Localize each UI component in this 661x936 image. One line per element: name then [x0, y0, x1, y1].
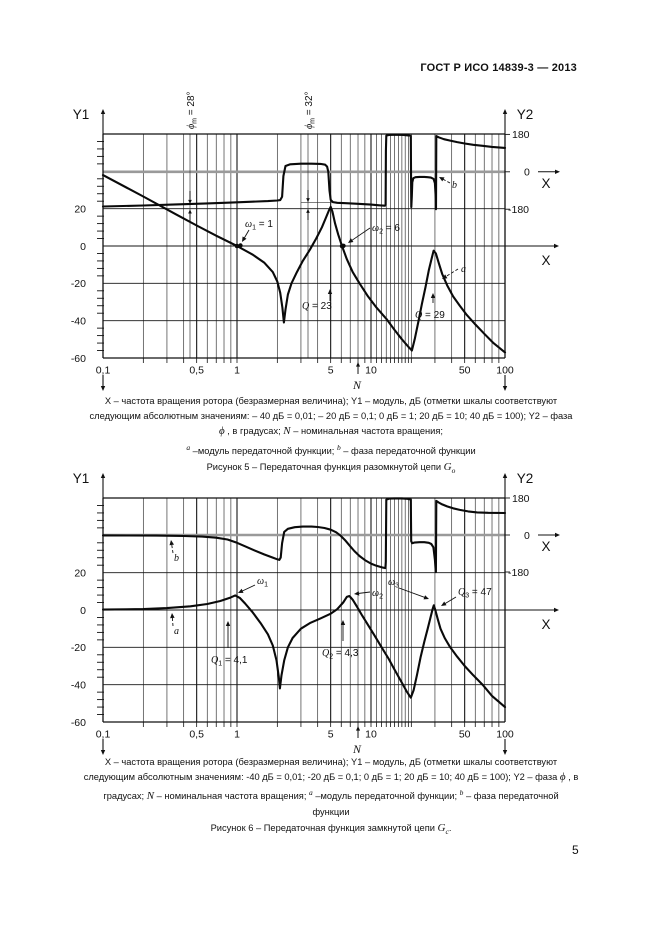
- x-tick-label: 100: [496, 729, 514, 741]
- nominal-speed-label: N: [352, 742, 362, 756]
- y1-tick-label: 0: [80, 605, 86, 617]
- x-tick-label: 10: [365, 365, 377, 377]
- caption-line: следующим абсолютным значениям: – 40 дБ …: [89, 411, 573, 422]
- x-tick-label: 5: [328, 729, 334, 741]
- y2-tick-label: -180: [508, 204, 529, 216]
- grid: [103, 134, 505, 358]
- annotation-label: Q3 = 47: [458, 587, 492, 600]
- x-tick-label: 0,5: [189, 729, 204, 741]
- figure5-open-loop-bode: ϕm = 28° ϕm = 32° 20 0 -20 -40 -60 180 0 -180 0,1 0…: [71, 91, 560, 392]
- phase-margin-label: ϕm = 32°: [304, 91, 317, 129]
- axes: [100, 473, 560, 755]
- phase-margin-label: ϕm = 28°: [186, 91, 199, 129]
- y1-axis-label: Y1: [73, 471, 90, 486]
- caption-line: X – частота вращения ротора (безразмерна…: [104, 757, 558, 767]
- annotations: ω1 = 1 ω2 = 6 Q = 23 Q = 29 a b: [238, 177, 466, 321]
- annotation-label: a: [461, 264, 466, 275]
- axes: [100, 109, 560, 391]
- figure-title: Рисунок 5 – Передаточная функция разомкн…: [206, 460, 456, 475]
- annotation-label: ω2: [372, 588, 383, 601]
- nominal-speed-label: N: [352, 378, 362, 392]
- y1-axis-label: Y1: [73, 107, 90, 122]
- y2-tick-label: 180: [512, 129, 530, 141]
- caption-line: a –модуль передаточной функции; b – фаза…: [186, 442, 476, 456]
- curve-b-phase: [101, 497, 507, 574]
- x-axis-label-phase: X: [541, 176, 550, 191]
- ticks: [97, 497, 510, 727]
- tick-labels: 20 0 -20 -40 -60 180 0 -180 0,1 0,5 1 5 10 50 100 Y1 Y2 X…: [71, 107, 551, 392]
- grid: [103, 498, 505, 722]
- caption-line: функции: [312, 806, 350, 817]
- y2-tick-label: -180: [508, 567, 529, 579]
- phase-margin-markers: ϕm = 28° ϕm = 32°: [186, 91, 336, 358]
- y1-tick-label: 0: [80, 241, 86, 253]
- caption-line: ϕ , в градусах; N – номинальная частота …: [218, 425, 443, 438]
- y1-tick-label: -20: [71, 278, 86, 290]
- x-tick-label: 0,1: [96, 365, 111, 377]
- caption-line: X – частота вращения ротора (безразмерна…: [104, 396, 558, 406]
- caption-line: градусах; N – номинальная частота вращен…: [103, 788, 559, 803]
- x-tick-label: 50: [459, 365, 471, 377]
- annotation-label: b: [174, 553, 179, 564]
- tick-labels: 20 0 -20 -40 -60 180 0 -180 0,1 0,5 1 5 10 50 100 Y1 Y2 X…: [71, 471, 551, 756]
- y1-tick-label: 20: [74, 203, 86, 215]
- x-tick-label: 10: [365, 729, 377, 741]
- figure6-caption: X – частота вращения ротора (безразмерна…: [22, 755, 640, 839]
- curve-a-magnitude: [101, 594, 507, 709]
- x-tick-label: 1: [234, 365, 240, 377]
- annotation-label: b: [452, 180, 457, 191]
- x-tick-label: 100: [496, 365, 514, 377]
- annotation-label: ω2 = 6: [372, 223, 400, 236]
- y2-tick-label: 180: [512, 493, 530, 505]
- annotation-label: Q2 = 4,3: [322, 648, 359, 661]
- x-tick-label: 5: [328, 365, 334, 377]
- x-axis-label-magnitude: X: [541, 253, 550, 268]
- crossing-marker: [234, 243, 240, 249]
- x-tick-label: 0,1: [96, 729, 111, 741]
- curves: [101, 497, 507, 709]
- annotation-label: Q1 = 4,1: [211, 655, 248, 668]
- x-axis-label-phase: X: [541, 539, 550, 554]
- y2-tick-label: 0: [524, 530, 530, 542]
- x-tick-label: 50: [459, 729, 471, 741]
- annotation-label: Q = 23: [302, 301, 332, 312]
- standard-header: ГОСТ Р ИСО 14839-3 — 2013: [420, 62, 577, 74]
- y1-tick-label: -40: [71, 679, 86, 691]
- y1-tick-label: 20: [74, 567, 86, 579]
- page-number: 5: [572, 843, 579, 857]
- figure6-closed-loop-bode: 20 0 -20 -40 -60 180 0 -180 0,1 0,5 1 5 10 50 100 Y1 Y2 X…: [71, 471, 560, 756]
- y1-tick-label: -60: [71, 717, 86, 729]
- y2-tick-label: 0: [524, 167, 530, 179]
- y2-axis-label: Y2: [517, 107, 534, 122]
- caption-line: следующим абсолютным значениям: -40 дБ =…: [83, 771, 579, 784]
- x-axis-label-magnitude: X: [541, 617, 550, 632]
- x-tick-label: 1: [234, 729, 240, 741]
- x-tick-label: 0,5: [189, 365, 204, 377]
- curve-a-magnitude: [101, 174, 507, 354]
- annotation-label: ω1 = 1: [245, 219, 273, 232]
- y1-tick-label: -40: [71, 315, 86, 327]
- annotation-label: a: [174, 626, 179, 637]
- y1-tick-label: -20: [71, 642, 86, 654]
- ticks: [97, 133, 510, 363]
- figure-title: Рисунок 6 – Передаточная функция замкнут…: [210, 821, 452, 836]
- annotation-label: ω3: [388, 577, 399, 590]
- annotation-label: ω1: [257, 576, 268, 589]
- annotations: ω1 ω2 ω3 Q1 = 4,1 Q2 = 4,3 Q3 = 47 a b: [169, 540, 492, 668]
- curve-b-phase: [101, 133, 507, 211]
- figure5-caption: X – частота вращения ротора (безразмерна…: [22, 394, 640, 478]
- annotation-label: Q = 29: [415, 310, 445, 321]
- y2-axis-label: Y2: [517, 471, 534, 486]
- y1-tick-label: -60: [71, 353, 86, 365]
